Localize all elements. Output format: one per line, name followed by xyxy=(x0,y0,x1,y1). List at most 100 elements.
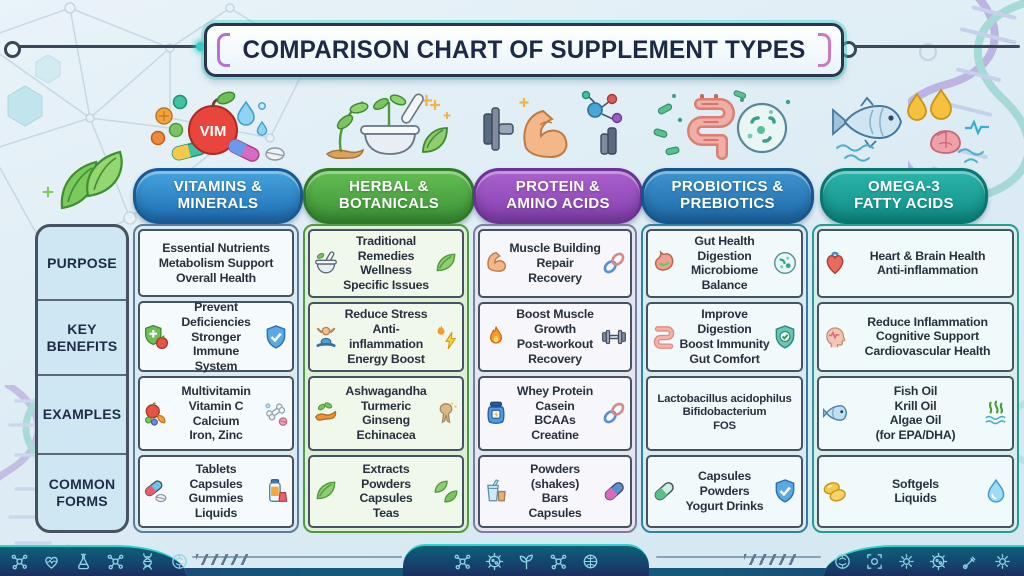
sprout-icon xyxy=(517,552,536,571)
row-label-forms: COMMON FORMS xyxy=(48,476,116,509)
apple-badge-text: VIM xyxy=(200,123,227,140)
muscle-arm-icon xyxy=(483,250,509,276)
column-omega3: Heart & Brain Health Anti-inflammation R… xyxy=(812,224,1019,533)
cell-herbal-purpose: Traditional Remedies Wellness Specific I… xyxy=(308,229,464,298)
cell-probiotics-purpose: Gut Health Digestion Microbiome Balance xyxy=(646,229,803,298)
chain-link-icon xyxy=(601,250,627,276)
fish-icon xyxy=(822,400,848,426)
scan-frame-icon xyxy=(865,552,884,571)
turmeric-root-icon xyxy=(313,400,339,426)
cell-vitamins-purpose: Essential Nutrients Metabolism Support O… xyxy=(138,229,294,298)
title-connector-left xyxy=(6,45,204,48)
capsule-icon xyxy=(601,478,627,504)
molecule-icon xyxy=(106,552,125,571)
flame-icon xyxy=(483,324,509,350)
cell-protein-benefits: Boost Muscle Growth Post-workout Recover… xyxy=(478,301,632,373)
shield-check-icon xyxy=(772,324,798,350)
cell-probiotics-benefits: Improve Digestion Boost Immunity Gut Com… xyxy=(646,301,803,373)
petri-dish-icon xyxy=(772,250,798,276)
leaf-icon xyxy=(433,250,459,276)
globe-brain-icon xyxy=(581,552,600,571)
vitamins-illustration: VIM xyxy=(131,84,299,168)
heart-pulse-icon xyxy=(42,552,61,571)
cell-omega3-examples: Fish Oil Krill Oil Algae Oil (for EPA/DH… xyxy=(817,376,1014,451)
shield-apple-icon xyxy=(143,324,169,350)
column-protein: Muscle Building Repair Recovery Boost Mu… xyxy=(473,224,637,533)
intestine-icon xyxy=(651,324,677,350)
leaf-icon xyxy=(313,478,339,504)
dumbbell-icon xyxy=(601,324,627,350)
bracket-right-icon xyxy=(818,33,831,67)
cell-herbal-forms: Extracts Powders Capsules Teas xyxy=(308,454,464,529)
shake-cup-icon xyxy=(483,478,509,504)
row-label-benefits: KEY BENEFITS xyxy=(38,301,126,376)
cell-omega3-forms: Softgels Liquids xyxy=(817,454,1014,529)
gear-icon xyxy=(993,552,1012,571)
title-connector-right xyxy=(818,45,1020,48)
capsule-icon xyxy=(651,478,677,504)
pipette-icon xyxy=(961,552,980,571)
title-banner: COMPARISON CHART OF SUPPLEMENT TYPES xyxy=(204,23,844,77)
stomach-icon xyxy=(651,250,677,276)
column-herbal: Traditional Remedies Wellness Specific I… xyxy=(303,224,469,533)
footer-bar xyxy=(0,540,1024,576)
flame-bolt-icon xyxy=(433,324,459,350)
connector-glow-left xyxy=(196,42,205,51)
cell-protein-forms: Powders (shakes) Bars Capsules xyxy=(478,454,632,529)
cell-vitamins-benefits: Prevent Deficiencies Stronger Immune Sys… xyxy=(138,300,294,373)
cell-vitamins-forms: Tablets Capsules Gummies Liquids xyxy=(138,454,294,529)
heart-organ-icon xyxy=(822,250,848,276)
leaf-decoration xyxy=(60,150,123,210)
cell-herbal-examples: Ashwagandha Turmeric Ginseng Echinacea xyxy=(308,376,464,451)
flask-icon xyxy=(74,552,93,571)
molecule-icon xyxy=(10,552,29,571)
omega3-illustration xyxy=(812,84,1019,168)
bottle-gummy-icon xyxy=(263,478,289,504)
herbal-illustration xyxy=(303,84,469,168)
brain-icon xyxy=(833,552,852,571)
cell-protein-purpose: Muscle Building Repair Recovery xyxy=(478,229,632,298)
bone-pill-icon xyxy=(263,401,289,427)
row-label-purpose: PURPOSE xyxy=(38,227,126,301)
mortar-pestle-icon xyxy=(313,250,339,276)
softgel-icon xyxy=(822,478,848,504)
protein-illustration xyxy=(473,84,637,168)
algae-icon xyxy=(983,400,1009,426)
footer-right-panel xyxy=(824,545,1024,576)
microbe-icon xyxy=(485,552,504,571)
cell-herbal-benefits: Reduce Stress Anti-inflammation Energy B… xyxy=(308,301,464,373)
footer-center-panel xyxy=(403,544,649,576)
leaf-pair-icon xyxy=(433,478,459,504)
sparkle-icon xyxy=(42,186,54,198)
connector-node-left xyxy=(4,41,21,58)
column-header-protein: PROTEIN & AMINO ACIDS xyxy=(473,168,643,224)
column-vitamins: Essential Nutrients Metabolism Support O… xyxy=(133,224,299,533)
cell-protein-examples: Whey Protein Casein BCAAs Creatine xyxy=(478,376,632,451)
probiotics-illustration xyxy=(641,84,808,168)
shield-check-icon xyxy=(772,478,798,504)
row-label-examples: EXAMPLES xyxy=(38,376,126,455)
gear-icon xyxy=(897,552,916,571)
footer-line xyxy=(656,556,821,558)
column-header-omega3: OMEGA-3 FATTY ACIDS xyxy=(820,168,988,224)
column-header-probiotics: PROBIOTICS & PREBIOTICS xyxy=(641,168,814,224)
row-label-column: PURPOSE KEY BENEFITS EXAMPLES COMMON FOR… xyxy=(35,224,129,533)
cell-probiotics-examples: Lactobacillus acidophilus Bifidobacteriu… xyxy=(646,376,803,451)
protein-jar-icon xyxy=(483,400,509,426)
cell-vitamins-examples: Multivitamin Vitamin C Calcium Iron, Zin… xyxy=(138,376,294,451)
molecule-icon xyxy=(549,552,568,571)
cell-probiotics-forms: Capsules Powders Yogurt Drinks xyxy=(646,454,803,529)
head-pulse-icon xyxy=(822,324,848,350)
cell-omega3-purpose: Heart & Brain Health Anti-inflammation xyxy=(817,229,1014,298)
column-header-vitamins: VITAMINS & MINERALS xyxy=(133,168,303,224)
molecule-icon xyxy=(453,552,472,571)
footer-left-panel xyxy=(0,545,187,576)
shield-check-icon xyxy=(263,324,289,350)
water-drop-icon xyxy=(983,478,1009,504)
microbe-icon xyxy=(929,552,948,571)
bracket-left-icon xyxy=(217,33,230,67)
footer-line xyxy=(192,556,402,558)
stressed-person-icon xyxy=(313,324,339,350)
footer-hatch xyxy=(744,554,796,565)
column-probiotics: Gut Health Digestion Microbiome Balance … xyxy=(641,224,808,533)
